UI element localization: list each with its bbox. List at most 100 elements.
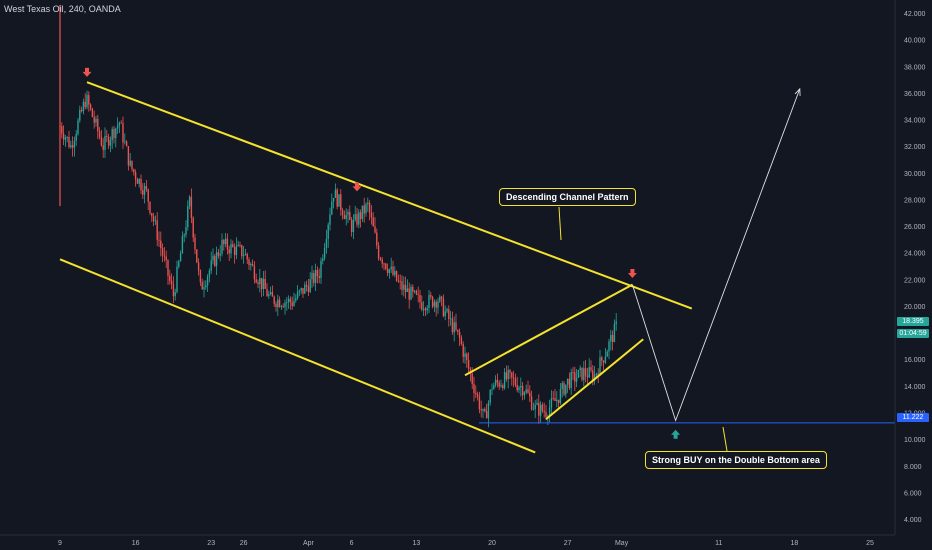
x-tick-label: 20 — [488, 540, 496, 547]
support-price-tag: 11.222 — [897, 413, 929, 422]
candle-body — [431, 296, 434, 307]
x-tick-label: 18 — [791, 540, 799, 547]
candle-body — [392, 266, 394, 275]
candle-body — [77, 120, 79, 135]
candle-body — [485, 411, 488, 419]
candle-body — [244, 253, 247, 256]
candle-body — [304, 284, 306, 294]
candle-body — [588, 367, 590, 378]
candle-body — [417, 294, 419, 295]
candle-body — [397, 280, 400, 282]
candle-body — [235, 245, 238, 256]
candle-body — [579, 367, 581, 371]
candle-body — [583, 368, 585, 380]
candle-body — [154, 220, 157, 222]
countdown-tag: 01:04:59 — [897, 329, 929, 338]
candle-body — [165, 256, 167, 261]
candle-body — [210, 260, 212, 271]
candle-body — [343, 215, 346, 219]
candle-body — [331, 201, 333, 215]
candle-body — [143, 185, 146, 195]
x-tick-label: Apr — [303, 540, 315, 547]
candle-body — [228, 249, 230, 254]
candle-body — [271, 292, 274, 297]
candle-body — [196, 249, 198, 263]
candle-body — [84, 101, 86, 108]
candle-body — [403, 284, 405, 290]
candle-body — [460, 337, 463, 345]
candle-body — [327, 224, 329, 239]
candle-body — [318, 275, 320, 278]
candle-body — [381, 259, 383, 264]
candle-body — [201, 282, 203, 290]
candle-body — [610, 334, 612, 342]
candle-body — [275, 303, 277, 308]
candle-body — [511, 372, 513, 378]
candle-body — [574, 372, 576, 382]
y-tick-label: 16.000 — [904, 357, 926, 364]
candle-body — [406, 288, 409, 292]
candle-body — [187, 205, 189, 228]
x-tick-label: 23 — [207, 540, 215, 547]
candle-body — [287, 298, 290, 302]
candle-body — [322, 258, 324, 261]
candle-body — [336, 189, 338, 207]
y-tick-label: 24.000 — [904, 251, 926, 258]
candle-body — [550, 398, 553, 408]
candle-body — [291, 302, 293, 306]
candle-body — [118, 122, 121, 126]
candle-body — [129, 160, 131, 166]
candle-body — [190, 196, 193, 218]
candle-body — [241, 245, 243, 257]
candle-body — [262, 278, 265, 290]
candle-body — [449, 318, 452, 320]
candle-body — [91, 108, 94, 117]
candle-body — [377, 245, 380, 259]
candle-body — [496, 379, 499, 383]
candle-body — [278, 299, 281, 307]
candle-body — [430, 295, 432, 297]
candle-body — [111, 129, 113, 141]
candle-body — [176, 266, 178, 293]
candle-body — [131, 160, 133, 170]
candle-body — [592, 370, 594, 381]
candle-body — [61, 126, 63, 134]
candle-body — [95, 118, 97, 123]
candle-body — [523, 392, 526, 396]
x-tick-label: 13 — [413, 540, 421, 547]
candle-body — [349, 212, 351, 221]
wedge-upper-line — [464, 283, 633, 377]
candle-body — [172, 284, 175, 297]
candle-body — [259, 277, 261, 285]
candle-body — [338, 194, 340, 207]
candle-body — [599, 357, 601, 376]
candle-body — [608, 341, 610, 352]
candle-body — [156, 220, 158, 240]
candle-body — [253, 265, 256, 280]
candle-body — [185, 227, 187, 235]
candle-body — [293, 300, 295, 306]
candle-body — [239, 244, 241, 246]
candle-body — [365, 204, 367, 214]
candle-body — [107, 136, 110, 146]
projection-path — [631, 88, 801, 422]
candle-body — [116, 125, 119, 129]
candle-body — [557, 399, 560, 404]
candle-body — [363, 205, 365, 214]
candle-body — [226, 238, 229, 250]
candle-body — [448, 309, 450, 320]
candle-body — [295, 298, 297, 301]
candle-body — [232, 244, 234, 247]
y-tick-label: 20.000 — [904, 304, 926, 311]
candle-body — [179, 253, 182, 262]
candle-body — [221, 240, 223, 254]
candle-body — [359, 212, 362, 219]
candle-body — [422, 308, 425, 310]
candle-body — [408, 288, 410, 300]
candle-body — [597, 373, 599, 376]
x-tick-label: 9 — [58, 540, 62, 547]
sell-arrow-icon — [627, 268, 637, 278]
candle-body — [356, 214, 358, 225]
